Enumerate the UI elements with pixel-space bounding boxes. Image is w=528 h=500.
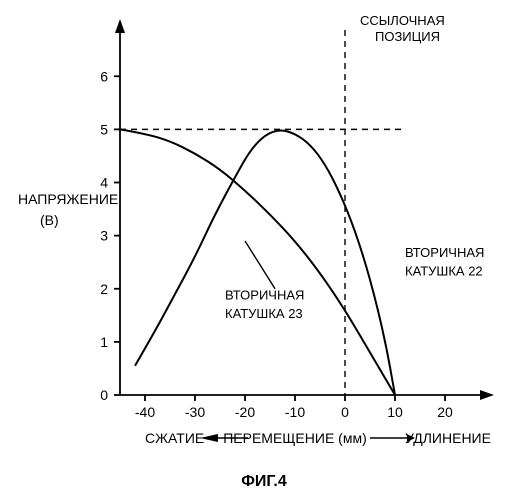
- elong-label: УДЛИНЕНИЕ: [405, 430, 491, 446]
- xtick-label: 20: [437, 404, 453, 420]
- coil22-label-2: КАТУШКА 22: [405, 263, 483, 278]
- curve-coil-22: [120, 129, 395, 395]
- ytick-label: 3: [100, 228, 108, 244]
- ytick-label: 2: [100, 281, 108, 297]
- xtick-label: -30: [185, 404, 205, 420]
- xtick-label: -10: [285, 404, 305, 420]
- coil23-label-1: ВТОРИЧНАЯ: [225, 287, 304, 302]
- curve-coil-23: [135, 131, 395, 395]
- ytick-label: 4: [100, 175, 108, 191]
- ytick-label: 0: [100, 387, 108, 403]
- ref-pos-label-1: ССЫЛОЧНАЯ: [360, 13, 445, 28]
- x-axis-arrow-icon: [480, 390, 494, 400]
- coil23-label-2: КАТУШКА 23: [225, 306, 303, 321]
- figure-label: ФИГ.4: [241, 473, 287, 490]
- ref-pos-label-2: ПОЗИЦИЯ: [375, 29, 440, 44]
- compress-label: СЖАТИЕ: [145, 430, 204, 446]
- y-axis-label-1: НАПРЯЖЕНИЕ: [18, 191, 118, 207]
- ytick-label: 6: [100, 68, 108, 84]
- coil23-leader: [245, 241, 275, 289]
- xtick-label: -20: [235, 404, 255, 420]
- chart-svg: 0 1 2 3 4 5 6 -40 -30 -20 -10 0 10 20 НАПРЯЖЕНИЕ (В) ССЫ…: [0, 0, 528, 500]
- xtick-label: 0: [341, 404, 349, 420]
- ytick-label: 5: [100, 121, 108, 137]
- coil22-label-1: ВТОРИЧНАЯ: [405, 245, 484, 260]
- ytick-label: 1: [100, 334, 108, 350]
- y-axis-arrow-icon: [115, 19, 125, 33]
- xtick-label: -40: [135, 404, 155, 420]
- y-axis-label-2: (В): [40, 212, 59, 228]
- xtick-label: 10: [387, 404, 403, 420]
